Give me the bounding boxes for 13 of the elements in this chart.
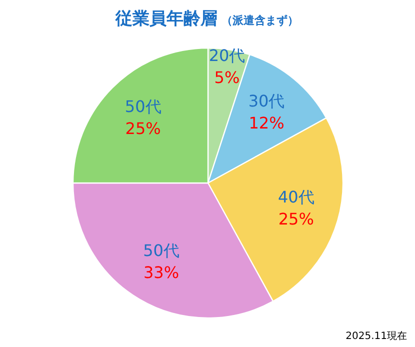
data-label: 25% bbox=[125, 119, 161, 138]
chart-title: 従業員年齢層 bbox=[114, 9, 218, 29]
slice-label: 50代 bbox=[143, 241, 180, 260]
text: 2025.11現在 bbox=[346, 330, 407, 342]
slice-label: 30代 bbox=[248, 91, 285, 110]
chart-subtitle: （派遣含まず） bbox=[222, 14, 298, 27]
data-label: 25% bbox=[278, 210, 314, 229]
data-label: 5% bbox=[214, 68, 240, 87]
data-label: 12% bbox=[248, 113, 284, 132]
slice-label: 20代 bbox=[208, 46, 246, 65]
data-label: 33% bbox=[143, 263, 180, 282]
slice-label: 50代 bbox=[124, 97, 162, 116]
slice-label: 40代 bbox=[278, 188, 314, 207]
